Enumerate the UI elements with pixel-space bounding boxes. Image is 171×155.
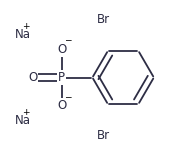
Text: O: O <box>57 99 66 112</box>
Text: P: P <box>58 71 65 84</box>
Text: Na: Na <box>15 114 31 127</box>
Text: O: O <box>57 43 66 56</box>
Text: O: O <box>28 71 37 84</box>
Text: Na: Na <box>15 28 31 41</box>
Text: Br: Br <box>97 129 110 142</box>
Text: −: − <box>64 35 71 44</box>
Text: Br: Br <box>97 13 110 26</box>
Text: +: + <box>22 22 30 31</box>
Text: −: − <box>64 92 71 101</box>
Text: +: + <box>22 108 30 117</box>
